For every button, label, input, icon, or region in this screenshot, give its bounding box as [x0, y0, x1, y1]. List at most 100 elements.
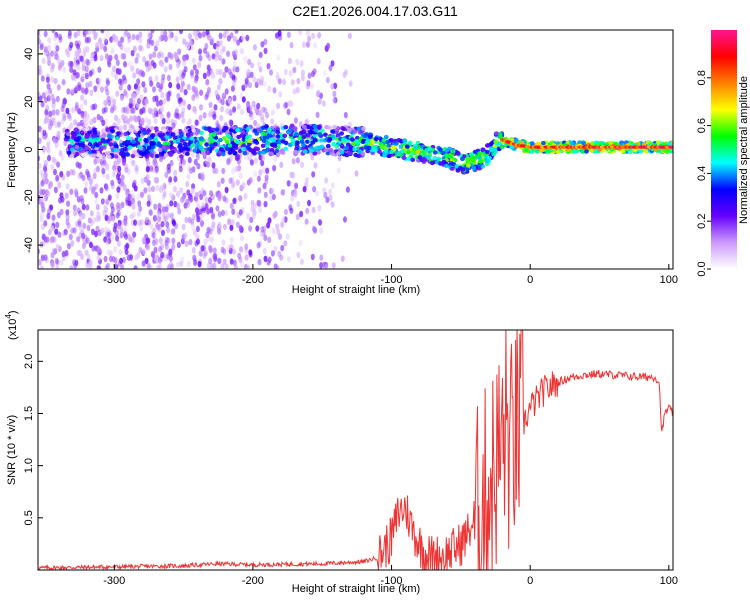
- spectrogram-cell: [135, 52, 140, 60]
- spectrogram-cell: [208, 244, 213, 252]
- spectrogram-cell: [192, 148, 198, 153]
- spectrogram-cell: [225, 133, 231, 138]
- spectrogram-cell: [210, 225, 215, 232]
- spectrogram-cell: [466, 163, 471, 168]
- spectrogram-cell: [168, 255, 173, 262]
- spectrogram-cell: [105, 238, 110, 246]
- spectrogram-cell: [62, 112, 67, 119]
- spectrogram-cell: [163, 35, 168, 42]
- spectrogram-cell: [164, 135, 170, 140]
- spectrogram-cell: [117, 165, 122, 173]
- spectrogram-cell: [182, 38, 187, 45]
- spectrogram-cell: [113, 160, 118, 167]
- spectrogram-cell: [224, 209, 229, 217]
- spectrogram-cell: [144, 116, 149, 123]
- spectrogram-cell: [118, 203, 123, 211]
- spectrogram-cell: [107, 194, 112, 201]
- spectrogram-cell: [159, 83, 164, 90]
- spectrogram-cell: [182, 55, 187, 63]
- spectrogram-cell: [156, 142, 162, 148]
- spectrogram-cell: [328, 147, 334, 153]
- spectrogram-cell: [261, 106, 266, 113]
- spectrogram-cell: [70, 87, 75, 94]
- spectrogram-cell: [57, 182, 62, 189]
- spectrogram-cell: [71, 107, 75, 114]
- spectrogram-cell: [91, 149, 96, 154]
- spectrogram-cell: [195, 207, 199, 214]
- spectrogram-cell: [402, 138, 408, 143]
- spectrogram-cell: [110, 202, 114, 209]
- spectrogram-cell: [67, 60, 72, 68]
- spectrogram-cell: [137, 144, 142, 149]
- spectrogram-cell: [155, 184, 160, 192]
- spectrogram-cell: [104, 214, 109, 221]
- spectrogram-cell: [286, 31, 291, 38]
- spectrogram-cell: [40, 101, 45, 108]
- spectrogram-cell: [257, 61, 261, 68]
- spectrogram-cell: [85, 169, 90, 176]
- spectrogram-cell: [172, 135, 178, 140]
- spectrogram-cell: [39, 265, 44, 269]
- spectrogram-cell: [41, 57, 46, 65]
- spectrogram-cell: [301, 134, 307, 140]
- spectrogram-cell: [149, 80, 154, 87]
- colorbar-scale: [711, 30, 737, 269]
- spectrogram-cell: [432, 156, 438, 161]
- spectrogram-cell: [116, 210, 121, 217]
- spectrogram-cell: [266, 62, 271, 70]
- spectrogram-cell: [85, 204, 90, 211]
- spectrogram-cell: [250, 62, 255, 69]
- spectrogram-cell: [145, 65, 150, 73]
- spectrogram-cell: [40, 75, 45, 82]
- spectrogram-cell: [101, 167, 106, 175]
- spectrogram-cell: [305, 30, 310, 36]
- spectrogram-cell: [340, 255, 345, 262]
- spectrogram-cell: [91, 153, 96, 158]
- spectrogram-cell: [350, 137, 355, 142]
- spectrogram-cell: [539, 148, 545, 153]
- spectrogram-cell: [263, 255, 268, 262]
- spectrogram-cell: [48, 180, 53, 188]
- spectrogram-cell: [115, 192, 120, 200]
- spectrogram-cell: [227, 97, 232, 104]
- spectrogram-cell: [136, 78, 141, 85]
- spectrogram-cell: [149, 165, 154, 172]
- spectrogram-cell: [231, 50, 236, 57]
- spectrogram-cell: [176, 190, 180, 198]
- spectrogram-cell: [206, 64, 211, 71]
- spectrogram-cell: [71, 169, 76, 176]
- spectrogram-cell: [236, 39, 241, 46]
- spectrogram-cell: [74, 85, 79, 92]
- spectrogram-cell: [280, 139, 286, 144]
- spectrogram-cell: [246, 70, 250, 78]
- spectrogram-cell: [69, 169, 74, 176]
- spectrogram-cell: [115, 157, 120, 165]
- spectrogram-cell: [310, 253, 315, 261]
- spectrogram-cell: [589, 148, 594, 153]
- spectrogram-cell: [140, 177, 145, 184]
- spectrogram-cell: [255, 225, 260, 232]
- spectrogram-cell: [82, 50, 87, 57]
- spectrogram-cell: [632, 147, 638, 153]
- spectrogram-cell: [220, 105, 225, 113]
- colorbar-tick-label: 0.0: [696, 261, 708, 276]
- spectrogram-cell: [95, 77, 100, 85]
- spectrogram-cell: [330, 182, 335, 189]
- spectrogram-cell: [245, 144, 251, 150]
- spectrogram-cell: [343, 216, 347, 223]
- spectrogram-cell: [324, 177, 329, 184]
- spectrogram-cell: [102, 133, 107, 138]
- spectrogram-cell: [65, 214, 70, 221]
- spectrogram-cell: [494, 131, 499, 136]
- spectrogram-cell: [169, 192, 174, 199]
- spectrogram-cell: [234, 30, 239, 34]
- spectrogram-cell: [260, 159, 265, 167]
- spectrogram-cell: [224, 186, 229, 194]
- spectrogram-cell: [352, 129, 358, 134]
- spectrogram-cell: [187, 156, 192, 164]
- spectrogram-cell: [101, 145, 107, 150]
- spectrogram-cell: [217, 228, 222, 235]
- spectrogram-cell: [105, 30, 110, 38]
- spectrogram-cell: [224, 66, 229, 73]
- spectrogram-cell: [120, 264, 125, 269]
